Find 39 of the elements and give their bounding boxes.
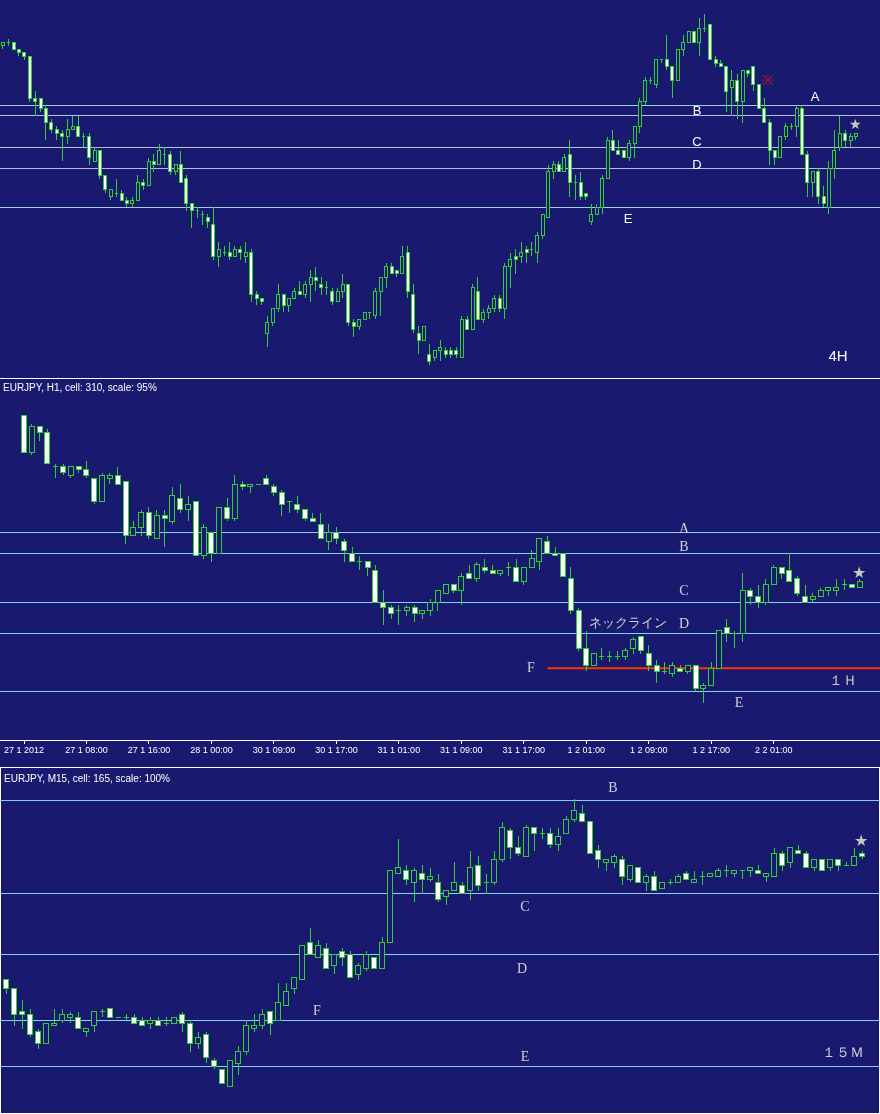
annotation: １Ｈ [829, 672, 857, 688]
tick-label: 2 2 01:00 [755, 745, 793, 755]
tick-label: 27 1 2012 [4, 745, 44, 755]
ref-label: E [734, 694, 744, 710]
ref-label: B [608, 779, 618, 795]
annotation: ★ [848, 116, 862, 132]
ref-label: E [623, 210, 633, 226]
ref-label: C [679, 582, 689, 598]
tick-label: 27 1 16:00 [127, 745, 171, 755]
ref-label: B [679, 538, 689, 554]
ref-label: A [678, 520, 690, 536]
ref-label: A [810, 88, 820, 104]
ref-label: B [692, 102, 702, 118]
tick-label: 31 1 01:00 [377, 745, 421, 755]
tick-label: 1 2 17:00 [692, 745, 731, 755]
tick-label: 28 1 00:00 [190, 745, 233, 755]
ref-label: E [520, 1048, 530, 1064]
ref-label: C [692, 133, 702, 149]
tick-label: 30 1 17:00 [315, 745, 358, 755]
tick-label: 1 2 09:00 [630, 745, 668, 755]
ref-label: C [520, 898, 530, 914]
ref-label: D [692, 156, 702, 172]
ref-label: F [313, 1002, 321, 1018]
series-label: F [527, 659, 535, 675]
tick-label: 1 2 01:00 [567, 745, 606, 755]
title: EURJPY, H1, cell: 310, scale: 95% [3, 381, 157, 393]
tick-label: 27 1 08:00 [65, 745, 108, 755]
annotation: ※ [762, 72, 774, 88]
ref-label: D [678, 615, 690, 631]
annotation: 4H [828, 346, 848, 364]
annotation: ネックライン [589, 614, 667, 630]
annotation: １５Ｍ [822, 1044, 864, 1060]
tick-label: 30 1 09:00 [252, 745, 296, 755]
title: EURJPY, M15, cell: 165, scale: 100% [4, 772, 170, 784]
annotation: ★ [854, 831, 868, 849]
tick-label: 31 1 17:00 [502, 745, 546, 755]
tick-label: 31 1 09:00 [440, 745, 483, 755]
ref-label: D [516, 960, 528, 976]
annotation: ★ [852, 563, 866, 581]
